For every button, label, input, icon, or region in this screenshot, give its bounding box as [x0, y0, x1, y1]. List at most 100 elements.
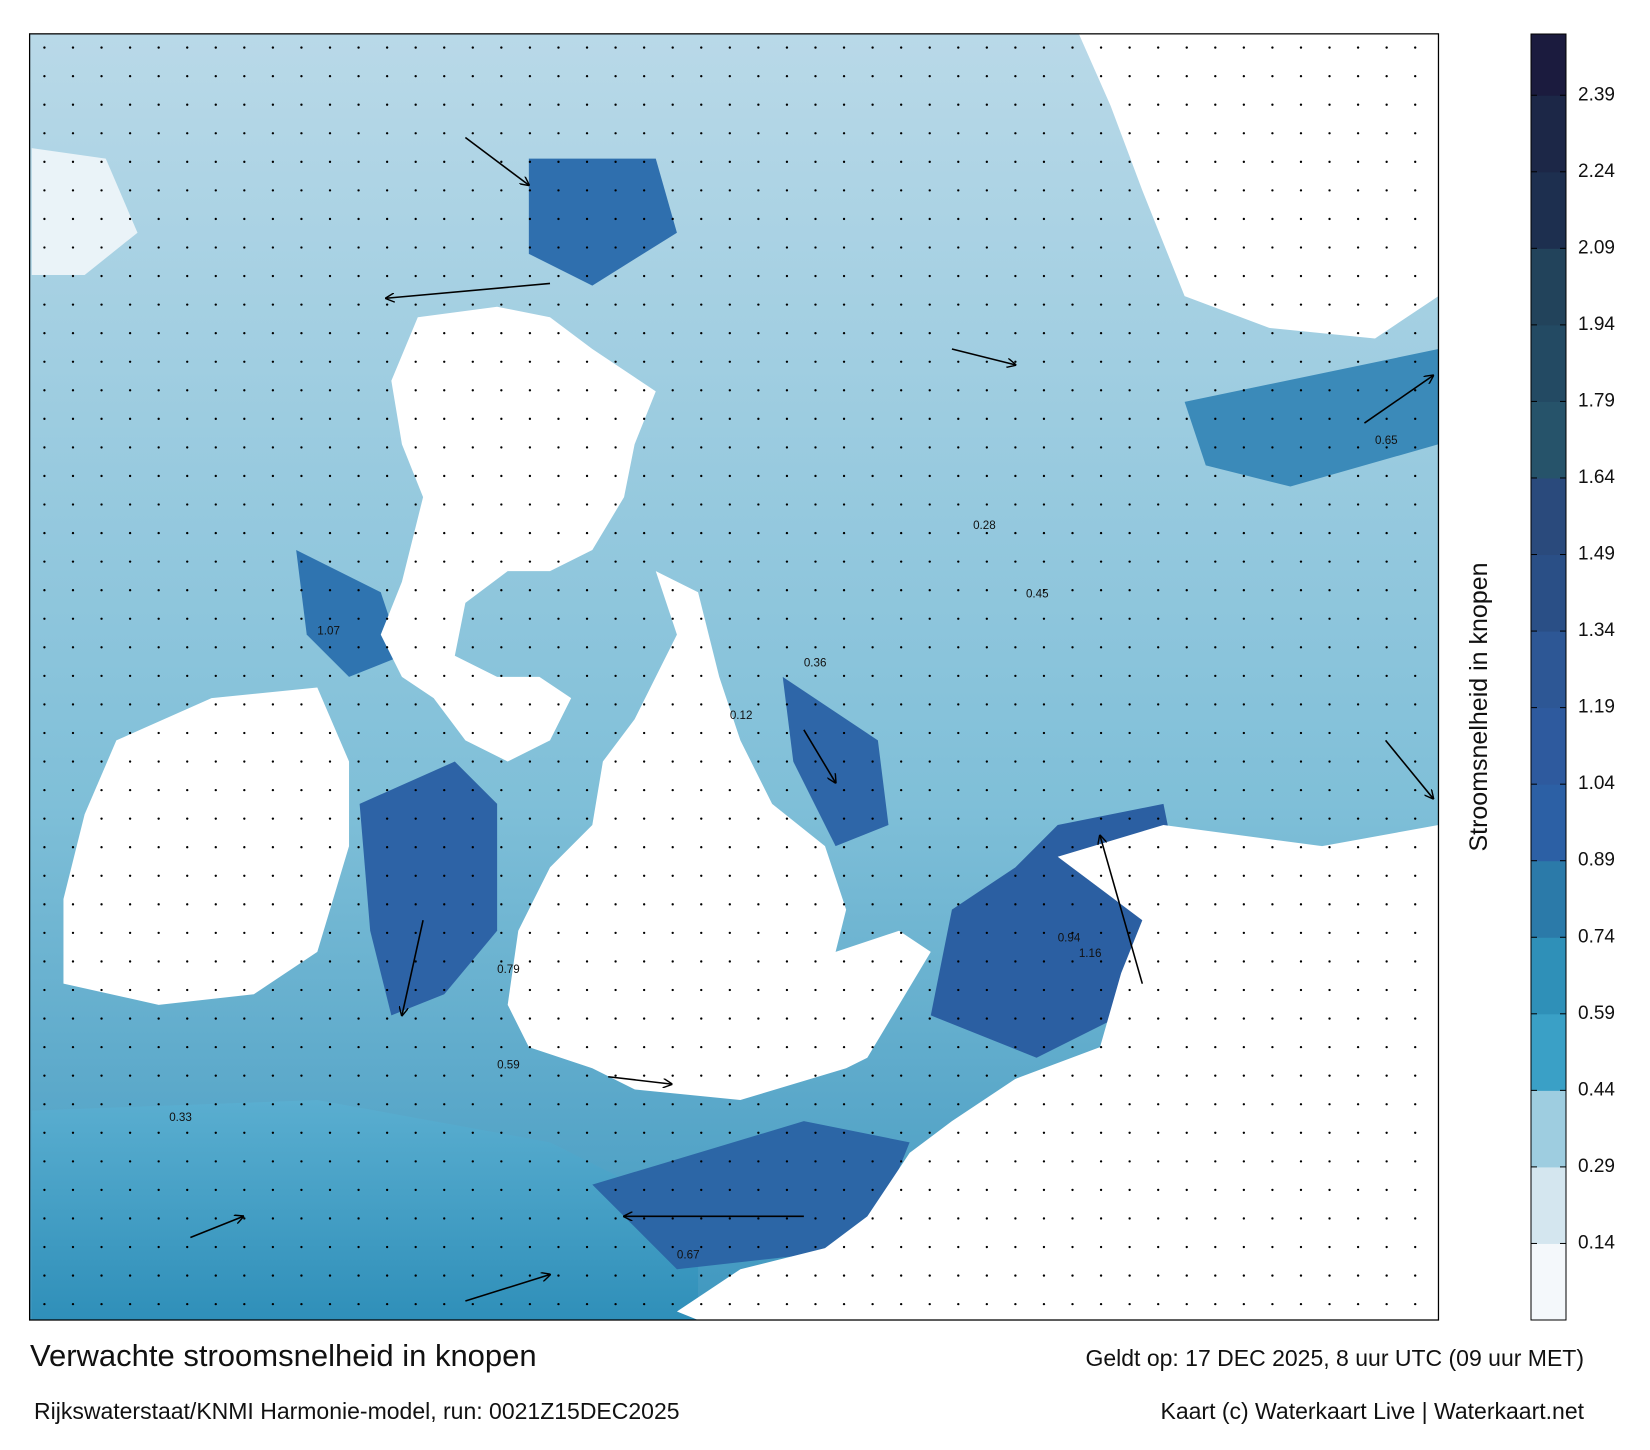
grid-dot [1271, 531, 1274, 535]
grid-dot [642, 474, 646, 478]
grid-dot [243, 617, 246, 620]
grid-dot [957, 332, 960, 335]
grid-dot [300, 1131, 303, 1134]
colorbar-tick-label: 1.49 [1578, 544, 1615, 565]
grid-dot [557, 703, 560, 706]
grid-dot [1128, 74, 1131, 78]
grid-dot [71, 1188, 75, 1192]
land [507, 571, 931, 1101]
grid-dot [128, 560, 132, 563]
grid-dot [43, 874, 46, 877]
grid-dot [614, 531, 617, 535]
grid-dot [100, 1017, 103, 1020]
grid-dot [214, 1103, 217, 1106]
grid-dot [1356, 617, 1360, 620]
grid-dot [1328, 103, 1331, 106]
grid-dot [471, 1245, 474, 1249]
grid-dot [1099, 703, 1103, 706]
grid-dot [785, 760, 789, 763]
grid-dot [71, 160, 75, 163]
grid-dot [585, 1045, 589, 1049]
grid-dot [243, 189, 246, 192]
grid-dot [671, 903, 674, 906]
grid-dot [214, 817, 217, 820]
grid-dot [1271, 360, 1274, 363]
grid-dot [957, 360, 960, 363]
grid-dot [1071, 360, 1074, 363]
grid-dot [671, 246, 674, 249]
grid-dot [43, 503, 46, 506]
speed-labels: 0.941.160.670.790.360.590.280.120.651.07… [169, 434, 1397, 1261]
grid-dot [1042, 132, 1046, 135]
grid-dot [1071, 1188, 1074, 1192]
grid-dot [814, 903, 817, 906]
grid-dot [557, 846, 560, 849]
grid-dot [443, 874, 446, 877]
grid-dot [243, 1217, 246, 1220]
grid-dot [100, 988, 103, 992]
grid-dot [128, 1074, 132, 1077]
grid-dot [500, 646, 503, 649]
grid-dot [1071, 1302, 1074, 1306]
grid-dot [585, 446, 589, 449]
grid-dot [899, 103, 903, 106]
grid-dot [1014, 960, 1017, 963]
grid-dot [471, 703, 474, 706]
grid-dot [300, 817, 303, 820]
grid-dot [1157, 189, 1160, 192]
grid-dot [214, 1217, 217, 1220]
grid-dot [757, 217, 760, 221]
grid-dot [385, 389, 389, 392]
grid-dot [1356, 1045, 1360, 1049]
grid-dot [1128, 1131, 1131, 1134]
grid-dot [271, 1045, 275, 1049]
grid-dot [557, 1131, 560, 1134]
grid-dot [671, 303, 674, 306]
grid-dot [1157, 389, 1160, 392]
grid-dot [957, 160, 960, 163]
grid-dot [928, 646, 931, 649]
grid-dot [71, 274, 75, 278]
grid-dot [928, 474, 931, 478]
grid-dot [985, 960, 988, 963]
grid-dot [642, 160, 646, 163]
grid-dot [814, 1245, 817, 1249]
grid-dot [1328, 560, 1331, 563]
grid-dot [500, 132, 503, 135]
grid-dot [671, 217, 674, 221]
grid-dot [186, 132, 189, 135]
grid-dot [528, 1103, 532, 1106]
grid-dot [243, 332, 246, 335]
grid-dot [1385, 903, 1388, 906]
grid-dot [328, 332, 332, 335]
grid-dot [471, 903, 474, 906]
grid-dot [1328, 189, 1331, 192]
grid-dot [1214, 46, 1217, 49]
grid-dot [1128, 1245, 1131, 1249]
grid-dot [214, 1274, 217, 1277]
grid-dot [585, 389, 589, 392]
grid-dot [1356, 646, 1360, 649]
grid-dot [614, 1217, 617, 1220]
grid-dot [1128, 760, 1131, 763]
grid-dot [214, 417, 217, 421]
grid-dot [357, 788, 360, 792]
grid-dot [1128, 1274, 1131, 1277]
grid-dot [71, 988, 75, 992]
grid-dot [443, 1103, 446, 1106]
grid-dot [500, 389, 503, 392]
grid-dot [928, 903, 931, 906]
grid-dot [71, 1245, 75, 1249]
grid-dot [671, 274, 674, 278]
grid-dot [1414, 560, 1417, 563]
grid-dot [642, 132, 646, 135]
grid-dot [1099, 417, 1103, 421]
grid-dot [1128, 1103, 1131, 1106]
grid-dot [271, 788, 275, 792]
grid-dot [128, 1103, 132, 1106]
grid-dot [928, 1274, 931, 1277]
grid-dot [1328, 160, 1331, 163]
grid-dot [871, 846, 874, 849]
grid-dot [928, 731, 931, 735]
grid-dot [1328, 846, 1331, 849]
